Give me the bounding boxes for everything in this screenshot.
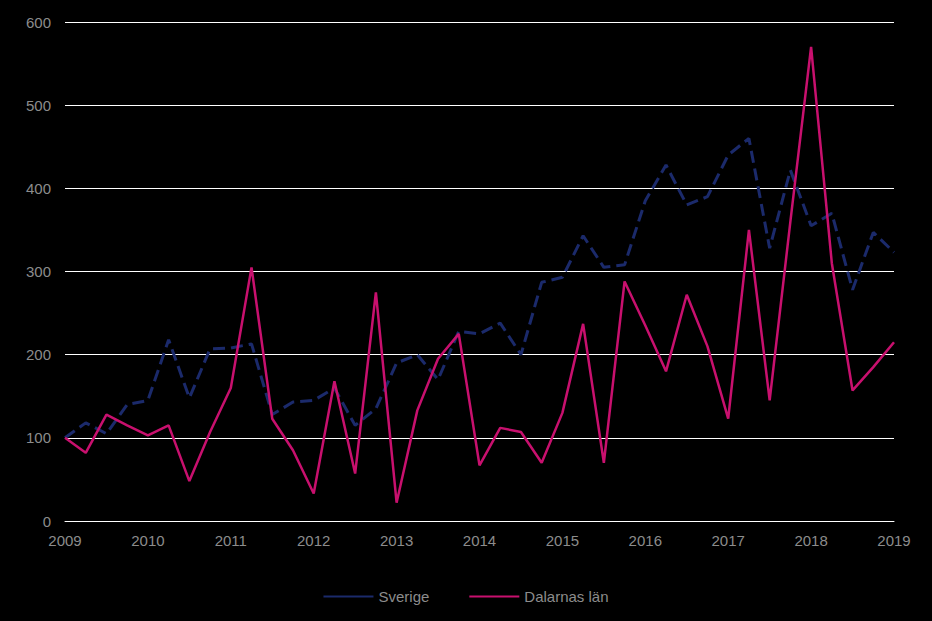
svg-text:2012: 2012 [297,532,330,549]
svg-text:2010: 2010 [131,532,164,549]
svg-text:300: 300 [26,263,51,280]
svg-text:2018: 2018 [794,532,827,549]
svg-text:0: 0 [43,513,51,530]
svg-text:500: 500 [26,97,51,114]
svg-text:200: 200 [26,346,51,363]
svg-text:Sverige: Sverige [378,588,429,605]
svg-text:100: 100 [26,429,51,446]
svg-text:400: 400 [26,180,51,197]
svg-text:2009: 2009 [48,532,81,549]
svg-text:2019: 2019 [877,532,910,549]
svg-text:2011: 2011 [215,532,247,549]
svg-text:Dalarnas län: Dalarnas län [524,588,608,605]
svg-text:2013: 2013 [380,532,413,549]
svg-text:2014: 2014 [463,532,496,549]
svg-text:2016: 2016 [629,532,662,549]
svg-text:2017: 2017 [712,532,745,549]
svg-text:2015: 2015 [546,532,579,549]
svg-text:600: 600 [26,14,51,31]
